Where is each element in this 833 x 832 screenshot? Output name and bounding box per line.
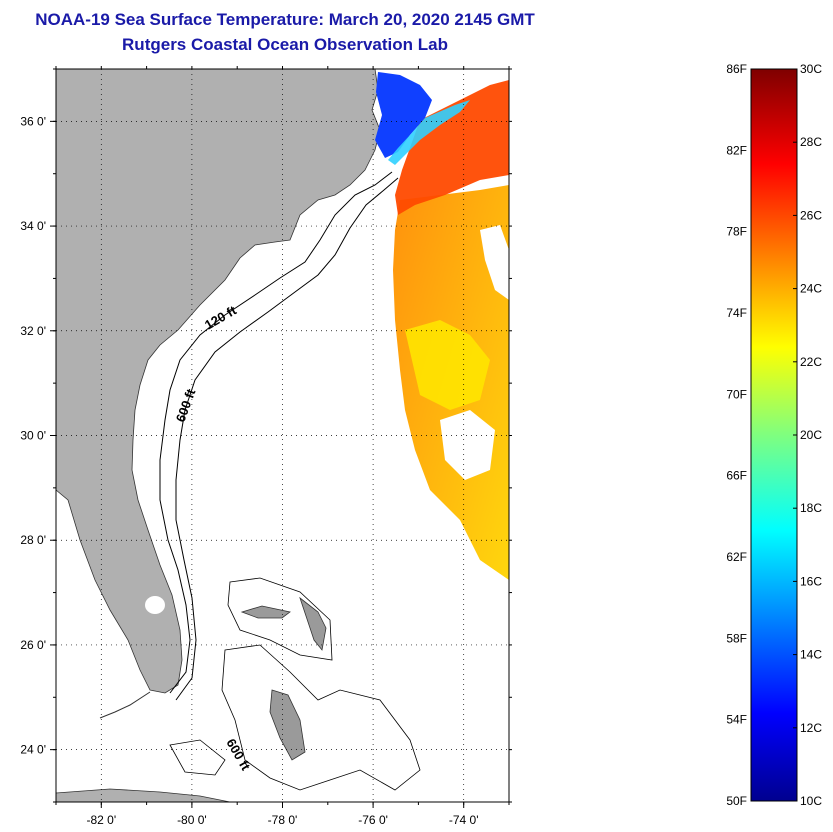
colorbar-label-c: 12C [800,721,822,735]
contour-600ft [175,177,399,701]
lon-tick-label: -80 0' [177,813,207,827]
contour-120ft [159,171,393,694]
land-us-southeast [56,69,381,694]
colorbar-label-f: 82F [726,143,747,157]
colorbar-label-f: 54F [726,713,747,727]
colorbar-gradient [750,68,798,802]
colorbar-label-c: 14C [800,648,822,662]
lat-tick-label: 28 0' [20,533,46,547]
colorbar-label-c: 28C [800,135,822,149]
colorbar-label-f: 62F [726,550,747,564]
colorbar-label-c: 16C [800,574,822,588]
colorbar-label-c: 24C [800,282,822,296]
colorbar-label-f: 58F [726,631,747,645]
lake-okeechobee [145,596,165,614]
lon-tick-label: -78 0' [268,813,298,827]
bahamas-bank-contour [227,577,333,661]
colorbar: 86F 82F 78F 74F 70F 66F 62F 58F 54F 50F 30C 28C 26C 2… [726,62,822,808]
sst-gulfstream-region [395,80,509,215]
colorbar-label-c: 18C [800,501,822,515]
colorbar-label-f: 78F [726,225,747,239]
colorbar-label-c: 30C [800,62,822,76]
colorbar-label-f: 70F [726,387,747,401]
lat-tick-label: 30 0' [20,429,46,443]
map-title: NOAA-19 Sea Surface Temperature: March 2… [35,10,535,29]
bahamas-bank-contour-3 [169,739,226,776]
land-bahamas-andros [269,689,306,761]
lat-tick-label: 36 0' [20,114,46,128]
map-subtitle: Rutgers Coastal Ocean Observation Lab [122,35,448,54]
colorbar-ticks: 86F 82F 78F 74F 70F 66F 62F 58F 54F 50F 30C 28C 26C 2… [726,62,822,808]
graticule [56,69,509,802]
lon-tick-label: -76 0' [358,813,388,827]
sst-cold-region [375,72,432,158]
colorbar-label-c: 22C [800,355,822,369]
land-cuba [56,788,231,802]
cloud-gap-2 [480,225,509,300]
colorbar-label-c: 26C [800,208,822,222]
lon-tick-label: -82 0' [86,813,116,827]
lat-tick-label: 24 0' [20,743,46,757]
sst-data [375,72,509,580]
colorbar-label-c: 20C [800,428,822,442]
sst-cool-front [388,100,470,165]
lat-tick-label: 26 0' [20,638,46,652]
colorbar-label-f: 66F [726,469,747,483]
land-bahamas-abaco [299,596,327,651]
map-axes: -82 0' -80 0' -78 0' -76 0' -74 0' 36 0' 34 0'… [20,66,512,827]
colorbar-label-f: 74F [726,306,747,320]
cloud-gap-1 [440,410,495,480]
map-area [56,69,509,802]
colorbar-label-f: 86F [726,62,747,76]
colorbar-label-c: 10C [800,794,822,808]
colorbar-label-f: 50F [726,794,747,808]
bahamas-bank-contour-2 [221,644,421,791]
lon-tick-label: -74 0' [449,813,479,827]
lat-tick-label: 34 0' [20,219,46,233]
land-florida-keys [99,691,151,719]
sst-yellow-patches [405,320,490,410]
land-bahamas-grand [240,605,291,619]
lat-tick-label: 32 0' [20,324,46,338]
